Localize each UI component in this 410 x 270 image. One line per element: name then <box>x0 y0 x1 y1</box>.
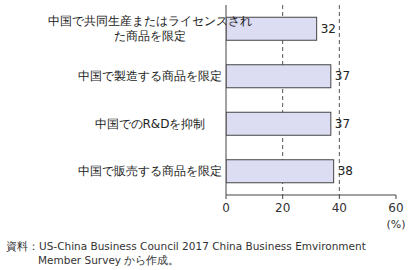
category-label-line: 中国で販売する商品を限定 <box>78 164 222 178</box>
x-axis-line <box>226 195 396 196</box>
category-label: 中国で製造する商品を限定 <box>78 69 222 83</box>
y-axis-line <box>226 5 227 195</box>
data-label: 37 <box>335 117 350 131</box>
data-label: 38 <box>338 164 353 178</box>
source-line: Member Survey から作成。 <box>38 254 179 266</box>
category-label-line: 中国で製造する商品を限定 <box>78 69 222 83</box>
source-line: 資料：US-China Business Council 2017 China … <box>6 240 366 252</box>
x-tick <box>226 195 227 199</box>
chart: 0 20 40 60 (%) 中国で共同生産またはライセンスされた商品を限定中国で製造する… <box>0 0 410 270</box>
x-tick-label: 0 <box>222 201 230 215</box>
x-tick <box>396 195 397 199</box>
data-label: 37 <box>335 69 350 83</box>
x-tick-label: 40 <box>332 201 347 215</box>
category-label: 中国で共同生産またはライセンスされた商品を限定 <box>48 14 252 43</box>
x-tick-label: 60 <box>388 201 403 215</box>
category-label: 中国でのR&Dを抑制 <box>95 117 206 131</box>
category-label: 中国で販売する商品を限定 <box>78 164 222 178</box>
x-axis-label: (%) <box>386 218 405 231</box>
source-note: 資料：US-China Business Council 2017 China … <box>6 240 366 266</box>
bars <box>226 17 334 183</box>
x-tick <box>339 195 340 199</box>
category-label-line: 中国で共同生産またはライセンスされ <box>48 14 252 28</box>
x-tick-label: 20 <box>275 201 290 215</box>
x-tick <box>282 195 283 199</box>
data-label: 32 <box>321 22 336 36</box>
category-label-line: 中国でのR&Dを抑制 <box>95 117 206 131</box>
bar <box>226 160 334 183</box>
category-label-line: た商品を限定 <box>114 29 186 43</box>
bar <box>226 112 331 135</box>
bar <box>226 65 331 88</box>
